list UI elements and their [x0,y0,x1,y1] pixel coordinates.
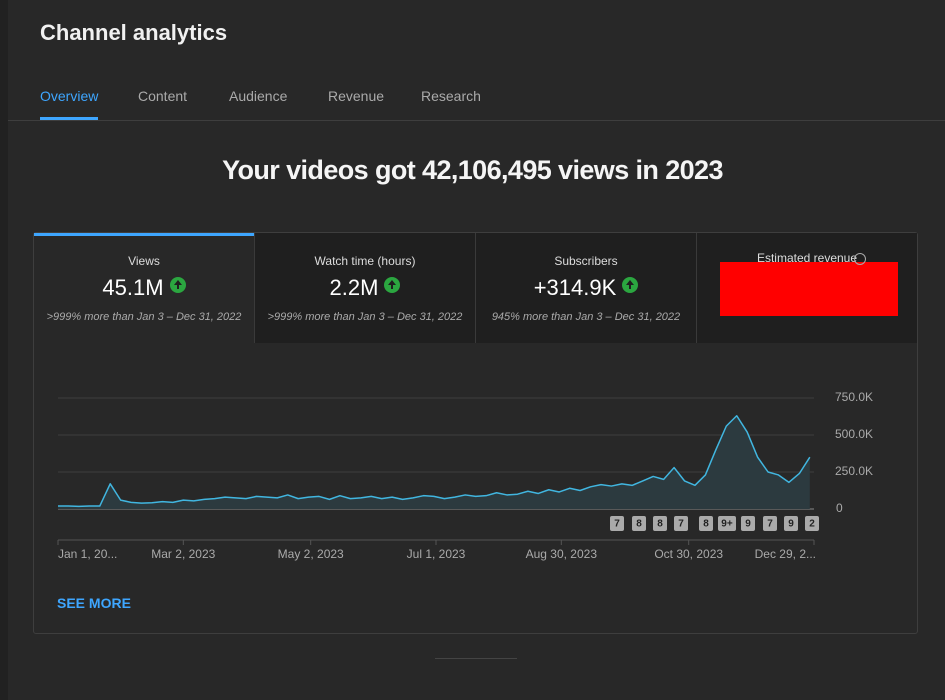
x-tick-label: May 2, 2023 [278,547,344,561]
x-tick-label: Dec 29, 2... [755,547,816,561]
metric-tab[interactable]: Watch time (hours) 2.2M >999% more than … [254,233,475,343]
metric-comparison: >999% more than Jan 3 – Dec 31, 2022 [267,311,463,323]
side-strip [0,0,8,700]
video-marker [805,516,819,531]
line [58,415,811,508]
page-title: Channel analytics [40,20,228,45]
metric-value: 2.2M [255,275,475,301]
y-tick-label: 750.0K [835,390,873,404]
metric-value-text: 2.2M [329,275,379,300]
y-tick-label: 500.0K [835,427,873,441]
video-marker [718,516,736,531]
redaction [720,262,898,316]
x-tick-label: Aug 30, 2023 [526,547,598,561]
x-tick-label: Jan 1, 20... [58,547,117,561]
headline: Your videos got 42,106,495 views in 2023 [222,155,723,185]
metric-value: 45.1M [34,275,254,301]
video-marker-count: 8 [703,519,709,530]
divider [435,658,517,659]
x-tick-label: Jul 1, 2023 [407,547,466,561]
video-marker-count: 7 [678,519,684,530]
metric-tab[interactable]: Subscribers +314.9K 945% more than Jan 3… [475,233,696,343]
tab[interactable]: Revenue [328,88,385,104]
video-marker-count: 9+ [721,519,733,530]
video-marker [674,516,688,531]
area [58,415,810,509]
up-icon [384,277,401,293]
video-marker-count: 7 [767,519,773,530]
info-icon [854,253,866,265]
metric-comparison: 945% more than Jan 3 – Dec 31, 2022 [491,311,681,323]
video-marker [741,516,755,531]
video-marker [763,516,777,531]
metric-label: Estimated revenue [756,251,858,265]
metric-value-text: +314.9K [533,275,617,300]
video-marker-count: 9 [788,519,794,530]
video-marker-count: 8 [657,519,663,530]
divider [8,120,945,121]
video-marker-count: 9 [745,519,751,530]
video-marker [632,516,646,531]
video-marker-count: 2 [809,519,815,530]
video-marker [699,516,713,531]
video-marker [653,516,667,531]
x-tick-label: Mar 2, 2023 [151,547,215,561]
metric-value: +314.9K [476,275,696,301]
video-marker [610,516,624,531]
tab[interactable]: Content [138,88,188,104]
tab[interactable]: Overview [40,88,99,104]
metric-label: Watch time (hours) [314,254,416,268]
metric-value-text: 45.1M [102,275,164,300]
video-marker-count: 8 [636,519,642,530]
see-more-link[interactable]: SEE MORE [57,595,131,611]
x-tick-label: Oct 30, 2023 [654,547,723,561]
tab[interactable]: Research [421,88,481,104]
tab-underline [40,117,98,120]
video-marker-count: 7 [614,519,620,530]
metric-tab[interactable]: Views 45.1M >999% more than Jan 3 – Dec … [34,233,254,343]
up-icon [622,277,639,293]
y-tick-label: 250.0K [835,464,873,478]
up-icon [169,277,186,293]
tab[interactable]: Audience [229,88,288,104]
y-tick-label: 0 [836,501,843,515]
metric-label: Views [128,254,160,268]
metric-comparison: >999% more than Jan 3 – Dec 31, 2022 [46,311,242,323]
video-marker [784,516,798,531]
metric-label: Subscribers [554,254,618,268]
